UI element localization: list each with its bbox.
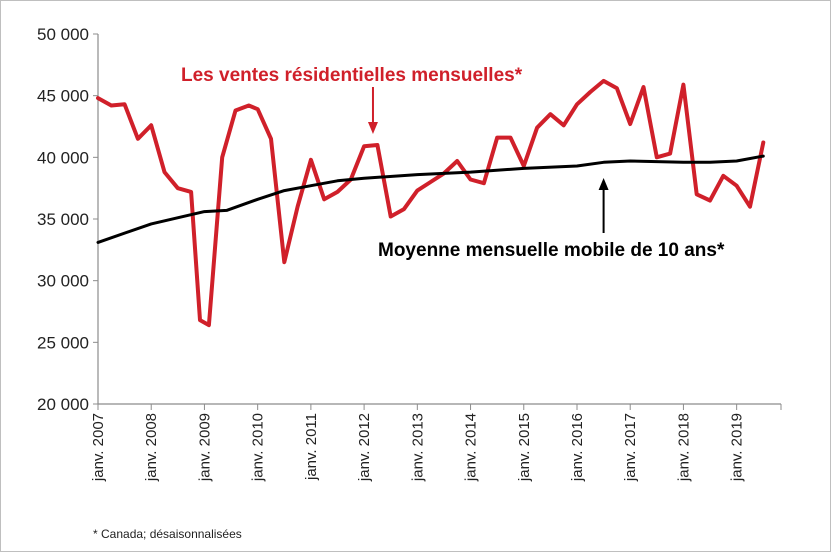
annotation-arrowhead-monthly-sales	[367, 122, 378, 134]
x-tick-label: janv. 2019	[729, 413, 746, 482]
x-tick-label: janv. 2013	[409, 413, 426, 482]
x-tick-label: janv. 2014	[463, 413, 480, 482]
annotation-moving-average: Moyenne mensuelle mobile de 10 ans*	[378, 240, 725, 261]
series-line-moving-average	[96, 154, 765, 244]
x-axis: janv. 2007 janv. 2008 janv. 2009 janv. 2010…	[90, 403, 782, 482]
y-tick-label: 45 000	[37, 87, 89, 106]
x-tick-label: janv. 2011	[303, 413, 320, 481]
x-tick-label: janv. 2012	[356, 413, 373, 482]
x-tick-label: janv. 2015	[516, 413, 533, 482]
y-tick-label: 30 000	[37, 272, 89, 291]
y-tick-label: 20 000	[37, 395, 89, 414]
y-tick-label: 40 000	[37, 148, 89, 167]
annotation-monthly-sales: Les ventes résidentielles mensuelles*	[181, 65, 523, 86]
series-layer	[96, 78, 766, 328]
y-tick-label: 50 000	[37, 25, 89, 44]
annotation-arrowhead-moving-average	[598, 178, 609, 190]
y-axis: 20 000 25 000 30 000 35 000 40 000 45 000 50 0…	[37, 25, 99, 414]
series-line-monthly-sales	[96, 78, 766, 328]
y-tick-label: 25 000	[37, 333, 89, 352]
x-tick-label: janv. 2007	[90, 413, 107, 482]
footnote: * Canada; désaisonnalisées	[93, 527, 242, 541]
x-tick-label: janv. 2016	[569, 413, 586, 482]
x-tick-label: janv. 2017	[622, 413, 639, 482]
x-tick-label: janv. 2008	[143, 413, 160, 482]
y-tick-label: 35 000	[37, 210, 89, 229]
annotation-layer: Les ventes résidentielles mensuelles* Moy…	[181, 65, 725, 261]
x-tick-label: janv. 2018	[675, 413, 692, 482]
x-tick-label: janv. 2010	[250, 413, 267, 482]
x-tick-label: janv. 2009	[196, 413, 213, 482]
